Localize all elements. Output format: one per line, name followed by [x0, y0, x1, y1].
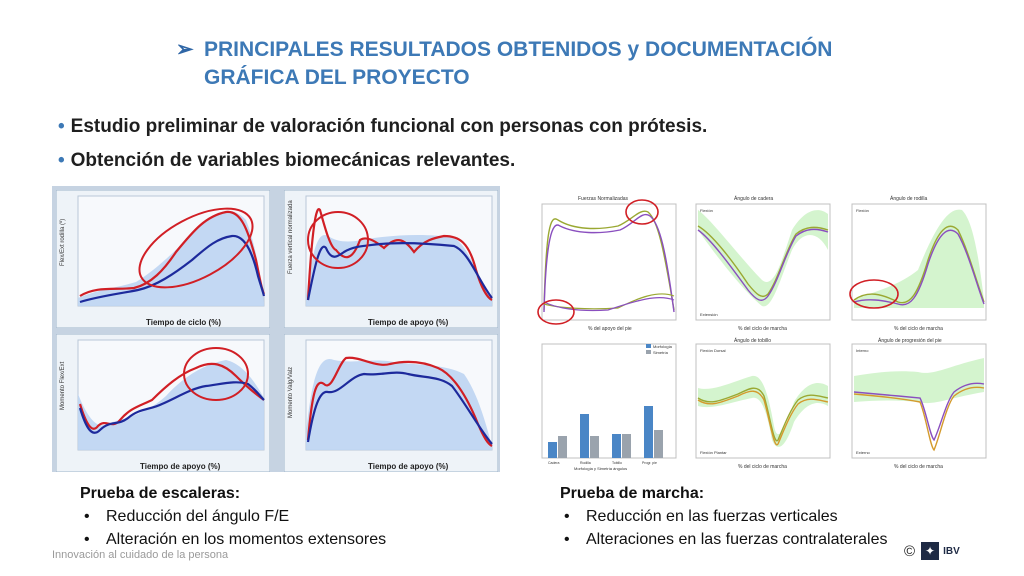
ibv-logo: © ✦ IBV: [904, 538, 968, 564]
normalized-forces-chart: Fuerzas Normalizadas % del apoyo del pie: [528, 190, 680, 334]
bullet-item: • Obtención de variables biomecánicas rel…: [58, 150, 516, 171]
logo-text: IBV: [943, 545, 960, 557]
stairs-item: Alteración en los momentos extensores: [80, 528, 386, 551]
bar-progr-sim: [654, 430, 663, 458]
bar-rodilla-morf: [580, 414, 589, 458]
knee-angle-chart: Ángulo de rodilla Flexión % del ciclo de…: [838, 190, 990, 334]
arrow-bullet-icon: ➢: [176, 38, 194, 61]
gait-item: Alteraciones en las fuerzas contralatera…: [560, 528, 888, 551]
legend-morfologia: Morfología: [653, 344, 673, 349]
hip-extension-label: Extensión: [700, 312, 718, 317]
forces-title: Fuerzas Normalizadas: [578, 196, 629, 202]
y-axis-label: Momento Valg/Valz: [288, 367, 294, 418]
bar-rodilla-sim: [590, 436, 599, 458]
legend-simetria: Simetría: [653, 350, 669, 355]
title-line-2: GRÁFICA DEL PROYECTO: [204, 66, 470, 89]
x-axis-label: Tiempo de apoyo (%): [368, 462, 449, 471]
knee-title: Ángulo de rodilla: [890, 195, 927, 202]
ankle-title: Ángulo de tobillo: [734, 337, 771, 344]
hip-flexion-label: Flexión: [700, 208, 713, 213]
bar-cadera-morf: [548, 442, 557, 458]
forces-x-label: % del apoyo del pie: [588, 326, 632, 332]
hip-title: Ángulo de cadera: [734, 195, 773, 202]
ankle-plantar-label: Flexión Plantar: [700, 450, 727, 455]
stairs-heading: Prueba de escaleras:: [80, 485, 241, 502]
y-axis-label: Flex/Ext rodilla (º): [59, 219, 66, 266]
ankle-dorsal-label: Flexión Dorsal: [700, 348, 726, 353]
gait-heading: Prueba de marcha:: [560, 485, 705, 502]
x-axis-label: Tiempo de apoyo (%): [140, 462, 221, 471]
symmetry-bar-chart: Morfología Simetría Cadera Rodilla Tobil…: [528, 336, 680, 472]
bar-cat-tobillo: Tobillo: [612, 461, 622, 465]
bar-progr-morf: [644, 406, 653, 458]
bar-tobillo-morf: [612, 434, 621, 458]
bullet-dot-icon: •: [58, 116, 65, 137]
bar-x-label: Morfología y Simetría ángulos: [574, 466, 627, 471]
knee-x-label: % del ciclo de marcha: [894, 326, 943, 332]
x-axis-label: Tiempo de apoyo (%): [368, 318, 449, 327]
valgus-moment-chart: Momento Valg/Valz Tiempo de apoyo (%): [284, 334, 498, 472]
foot-externo-label: Externo: [856, 450, 871, 455]
ibv-figure-icon: ✦: [921, 542, 940, 560]
bar-cat-progr: Progr. pie: [642, 461, 657, 465]
knee-flexion-chart: Flex/Ext rodilla (º) Tiempo de ciclo (%): [56, 190, 270, 328]
foot-progression-chart: Ángulo de progresión del pie Interno Ext…: [838, 336, 990, 472]
bullet-dot-icon: •: [58, 150, 65, 171]
ankle-x-label: % del ciclo de marcha: [738, 464, 787, 470]
hip-angle-chart: Ángulo de cadera Flexión Extensión % del…: [682, 190, 834, 334]
legend-swatch-morfologia: [646, 344, 651, 348]
y-axis-label: Fuerza vertical normalizada: [288, 200, 294, 274]
gait-caption: Prueba de marcha: Reducción en las fuerz…: [560, 482, 888, 551]
bar-cadera-sim: [558, 436, 567, 458]
stairs-caption: Prueba de escaleras: Reducción del ángul…: [80, 482, 386, 551]
bar-cat-cadera: Cadera: [548, 461, 560, 465]
bar-tobillo-sim: [622, 434, 631, 458]
copyright-symbol: ©: [904, 542, 916, 560]
title-line-1: PRINCIPALES RESULTADOS OBTENIDOS y DOCUM…: [204, 38, 833, 61]
x-axis-label: Tiempo de ciclo (%): [146, 318, 221, 327]
footer-tagline: Innovación al cuidado de la persona: [52, 549, 229, 561]
foot-prog-title: Ángulo de progresión del pie: [878, 337, 942, 344]
bullet-item: • Estudio preliminar de valoración funcio…: [58, 116, 708, 137]
foot-interno-label: Interno: [856, 348, 869, 353]
legend-swatch-simetria: [646, 350, 651, 354]
y-axis-label: Momento Flex/Ext: [60, 361, 66, 410]
bullet-list: • Estudio preliminar de valoración funcio…: [58, 116, 707, 184]
vertical-force-chart: Fuerza vertical normalizada Tiempo de ap…: [284, 190, 498, 328]
gait-item: Reducción en las fuerzas verticales: [560, 505, 888, 528]
ankle-angle-chart: Ángulo de tobillo Flexión Dorsal Flexión…: [682, 336, 834, 472]
bar-cat-rodilla: Rodilla: [580, 461, 591, 465]
hip-x-label: % del ciclo de marcha: [738, 326, 787, 332]
knee-flexion-label: Flexión: [856, 208, 869, 213]
stairs-item: Reducción del ángulo F/E: [80, 505, 386, 528]
foot-x-label: % del ciclo de marcha: [894, 464, 943, 470]
flexion-moment-chart: Momento Flex/Ext Tiempo de apoyo (%): [56, 334, 270, 472]
